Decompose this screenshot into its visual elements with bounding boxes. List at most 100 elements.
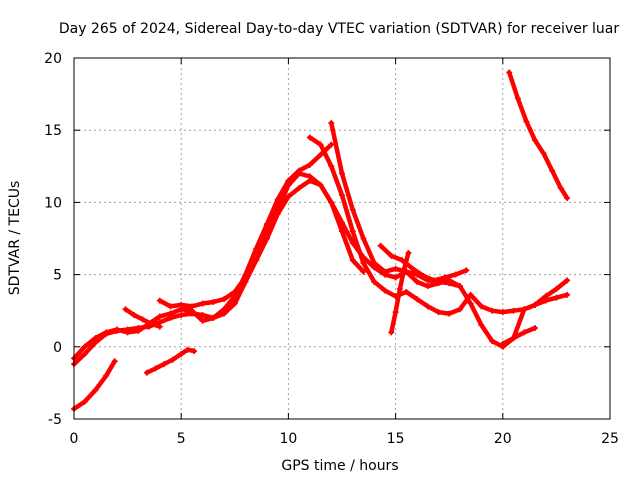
data-point <box>456 306 463 313</box>
data-point <box>420 273 427 280</box>
data-point <box>274 210 281 217</box>
data-point <box>81 351 88 358</box>
series-sat-c <box>71 358 117 412</box>
data-point <box>81 398 88 405</box>
data-point <box>523 118 530 125</box>
y-tick-label: 0 <box>53 340 62 356</box>
data-point <box>499 309 506 316</box>
data-point <box>317 151 324 158</box>
data-point <box>210 314 217 321</box>
data-point <box>152 365 159 372</box>
data-point <box>306 177 313 184</box>
data-point <box>388 252 395 259</box>
data-point <box>381 287 388 294</box>
data-point <box>542 293 549 300</box>
data-point <box>231 288 238 295</box>
series-sat-g <box>307 135 570 316</box>
data-point <box>143 369 150 376</box>
y-tick-label: -5 <box>48 412 62 428</box>
data-point <box>191 348 198 355</box>
data-point <box>148 320 155 327</box>
data-point <box>167 303 174 310</box>
x-axis-label: GPS time / hours <box>281 458 398 474</box>
data-point <box>156 313 163 320</box>
data-point <box>377 242 384 249</box>
x-tick-label: 15 <box>387 431 405 447</box>
data-point <box>514 95 521 102</box>
data-point <box>564 291 571 298</box>
data-point <box>414 278 421 285</box>
data-point <box>328 119 335 126</box>
data-point <box>381 268 388 275</box>
data-point <box>403 288 410 295</box>
x-tick-label: 10 <box>279 431 297 447</box>
data-point <box>360 260 367 267</box>
data-point <box>388 329 395 336</box>
data-point <box>184 346 191 353</box>
data-point <box>328 199 335 206</box>
data-point <box>531 325 538 332</box>
series-sat-k <box>500 325 538 347</box>
data-point <box>339 192 345 199</box>
data-point <box>564 195 571 202</box>
grid <box>74 58 610 419</box>
data-point <box>169 356 176 363</box>
data-point <box>349 206 356 213</box>
chart-title: Day 265 of 2024, Sidereal Day-to-day VTE… <box>59 21 620 37</box>
data-point <box>424 303 431 310</box>
series-sat-f <box>157 178 463 309</box>
data-point <box>317 182 324 189</box>
data-point <box>371 278 378 285</box>
x-axis-ticks: 0 5 10 15 20 25 <box>70 58 619 447</box>
data-point <box>446 310 453 317</box>
data-point <box>285 177 292 184</box>
x-tick-label: 0 <box>70 431 79 447</box>
data-point <box>431 277 438 284</box>
data-point <box>178 301 185 308</box>
data-point <box>441 274 448 281</box>
x-tick-label: 5 <box>177 431 186 447</box>
y-tick-label: 20 <box>44 51 62 67</box>
data-point <box>103 372 110 379</box>
data-point <box>339 219 345 226</box>
data-point <box>263 235 270 242</box>
data-point <box>199 312 206 319</box>
data-point <box>392 265 399 272</box>
data-point <box>349 257 356 264</box>
data-point <box>124 329 131 336</box>
data-point <box>81 343 88 350</box>
data-point <box>360 235 367 242</box>
data-point <box>285 193 292 200</box>
x-tick-label: 25 <box>601 431 619 447</box>
data-point <box>360 268 367 275</box>
data-point <box>296 167 303 174</box>
data-point <box>510 307 517 314</box>
data-point <box>339 170 345 177</box>
data-point <box>122 306 129 313</box>
data-point <box>161 361 168 368</box>
data-point <box>139 316 146 323</box>
data-point <box>392 309 399 316</box>
y-tick-label: 15 <box>44 123 62 139</box>
data-point <box>489 338 496 345</box>
data-point <box>178 312 185 319</box>
series-sat-d <box>144 347 197 376</box>
data-point <box>540 150 547 157</box>
data-point <box>549 167 556 174</box>
data-point <box>242 274 249 281</box>
data-point <box>478 303 485 310</box>
data-point <box>531 301 538 308</box>
data-point <box>231 300 238 307</box>
data-point <box>274 196 281 203</box>
data-point <box>521 329 528 336</box>
data-point <box>405 249 412 256</box>
data-point <box>510 335 517 342</box>
data-point <box>467 300 474 307</box>
data-point <box>113 326 120 333</box>
data-point <box>156 323 163 330</box>
data-point <box>564 277 571 284</box>
data-traces <box>71 69 571 412</box>
data-point <box>499 340 506 347</box>
data-point <box>188 303 195 310</box>
